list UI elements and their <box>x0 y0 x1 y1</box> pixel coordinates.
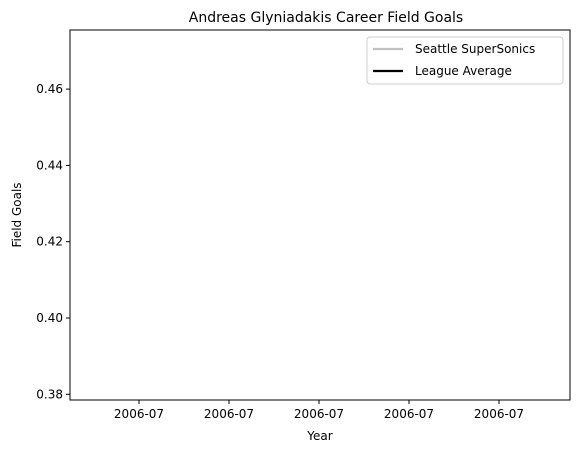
legend-label-seattle-supersonics: Seattle SuperSonics <box>415 42 535 56</box>
chart-title: Andreas Glyniadakis Career Field Goals <box>189 10 463 26</box>
x-axis: 2006-07 2006-07 2006-07 2006-07 2006-07 <box>114 400 524 421</box>
y-axis-label: Field Goals <box>10 182 24 247</box>
x-tick-label: 2006-07 <box>114 407 164 421</box>
y-tick-label: 0.42 <box>36 235 63 249</box>
y-axis: 0.38 0.40 0.42 0.44 0.46 <box>36 82 70 401</box>
x-tick-label: 2006-07 <box>204 407 254 421</box>
x-tick-label: 2006-07 <box>294 407 344 421</box>
y-tick-label: 0.46 <box>36 82 63 96</box>
y-tick-label: 0.40 <box>36 311 63 325</box>
x-tick-label: 2006-07 <box>384 407 434 421</box>
legend-box <box>366 36 564 85</box>
y-tick-label: 0.44 <box>36 158 63 172</box>
legend-label-league-average: League Average <box>415 64 512 78</box>
plot-area <box>69 29 571 401</box>
legend: Seattle SuperSonics League Average <box>366 36 564 85</box>
x-axis-label: Year <box>306 429 332 443</box>
x-tick-label: 2006-07 <box>474 407 524 421</box>
y-tick-label: 0.38 <box>36 387 63 401</box>
